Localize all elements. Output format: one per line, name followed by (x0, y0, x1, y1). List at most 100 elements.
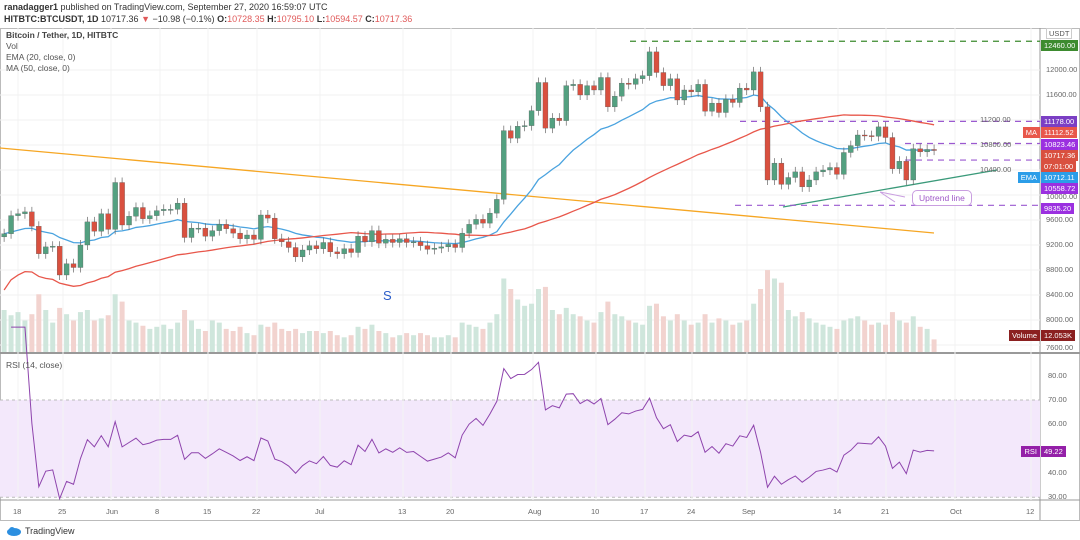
candle-body (306, 245, 313, 251)
volume-bar (223, 328, 229, 352)
candle-body (480, 219, 486, 224)
price-tick: 11200.00 (980, 115, 1011, 124)
volume-bar (355, 326, 361, 352)
candle-body (147, 215, 153, 219)
legend-vol[interactable]: Vol (6, 41, 18, 51)
volume-bar (709, 322, 715, 352)
symbol-bar: HITBTC:BTCUSDT, 1D 10717.36 ▼ −10.98 (−0… (4, 14, 412, 24)
brand-name: TradingView (25, 526, 75, 536)
volume-bar (806, 318, 812, 352)
candle-body (174, 202, 181, 210)
candle-body (556, 117, 562, 121)
volume-bar (660, 316, 666, 352)
candle-body (702, 84, 708, 112)
candle-body (376, 230, 382, 244)
volume-bar (404, 333, 410, 352)
volume-bar (542, 286, 548, 352)
candle-body (279, 238, 285, 243)
volume-bar (695, 322, 701, 352)
volume-bar (647, 305, 653, 352)
candle-body (730, 99, 736, 103)
volume-bar (681, 320, 687, 352)
rsi-line (11, 326, 935, 501)
volume-bar (84, 310, 90, 352)
candle-body (445, 244, 451, 248)
candle-body (716, 102, 722, 113)
candle-body (119, 182, 125, 226)
volume-bar (813, 322, 819, 352)
volume-bar (258, 324, 264, 352)
rsi-value-label: 49.22 (1041, 446, 1066, 457)
volume-bar (459, 322, 465, 352)
candle-body (8, 215, 14, 234)
volume-bar (799, 312, 805, 352)
candle-body (56, 246, 63, 276)
volume-bar (848, 318, 854, 352)
candle-body (653, 51, 660, 73)
candle-body (77, 244, 84, 268)
volume-bar (306, 331, 312, 352)
time-tick: 21 (881, 507, 890, 516)
price-tick: 10000.00 (1046, 192, 1078, 201)
ma-value-label: 11112.52 (1041, 127, 1077, 138)
candle-body (29, 211, 35, 227)
candle-body (917, 148, 923, 153)
volume-bar (771, 278, 777, 352)
candle-body (383, 239, 389, 244)
volume-bar (15, 312, 21, 352)
candle-body (723, 99, 729, 113)
volume-bar (619, 316, 625, 352)
time-tick: 10 (591, 507, 600, 516)
candle-body (709, 102, 715, 112)
candle-body (43, 246, 49, 254)
volume-bar (612, 314, 618, 352)
close-value: 10717.36 (374, 14, 413, 24)
volume-bar (827, 326, 833, 352)
volume-bar (22, 320, 28, 352)
volume-bar (737, 322, 743, 352)
volume-bar (98, 318, 104, 352)
candle-body (466, 224, 472, 234)
volume-bar (501, 278, 507, 352)
rsi-tick: 60.00 (1048, 419, 1067, 429)
volume-bar (36, 294, 42, 352)
candle-body (15, 213, 21, 216)
candle-body (862, 134, 868, 137)
legend-ema[interactable]: EMA (20, close, 0) (6, 52, 76, 62)
candle-body (181, 202, 188, 238)
candle-body (737, 87, 743, 103)
candle-body (855, 134, 861, 146)
price-tick: 9200.00 (1046, 240, 1074, 249)
volume-bar (293, 328, 299, 352)
candle-body (549, 117, 556, 129)
legend-rsi[interactable]: RSI (14, close) (6, 360, 63, 370)
volume-bar (855, 316, 861, 352)
volume-bar (702, 314, 708, 352)
candle-body (501, 130, 507, 200)
candle-body (161, 209, 167, 211)
volume-bar (237, 326, 243, 352)
candle-body (806, 179, 812, 188)
tradingview-logo[interactable]: TradingView (6, 526, 75, 536)
currency-label[interactable]: USDT (1046, 28, 1073, 39)
candle-body (258, 214, 264, 240)
candle-body (188, 227, 195, 238)
candle-body (223, 224, 229, 229)
candle-body (924, 149, 930, 153)
rsi-tick: 30.00 (1048, 492, 1067, 502)
volume-bar (889, 312, 895, 352)
volume-bar (563, 307, 569, 352)
candle-body (50, 246, 56, 248)
candle-body (36, 226, 42, 254)
candle-body (320, 242, 327, 249)
uptrend-callout: Uptrend line (912, 190, 972, 206)
candle-body (431, 247, 438, 250)
candle-body (688, 89, 694, 93)
publisher[interactable]: ranadagger1 (4, 2, 59, 12)
price-tick: 8400.00 (1046, 290, 1074, 299)
volume-bar (341, 337, 347, 352)
legend-ma[interactable]: MA (50, close, 0) (6, 63, 70, 73)
candle-body (681, 89, 687, 101)
volume-value-label: 12.053K (1041, 330, 1075, 341)
